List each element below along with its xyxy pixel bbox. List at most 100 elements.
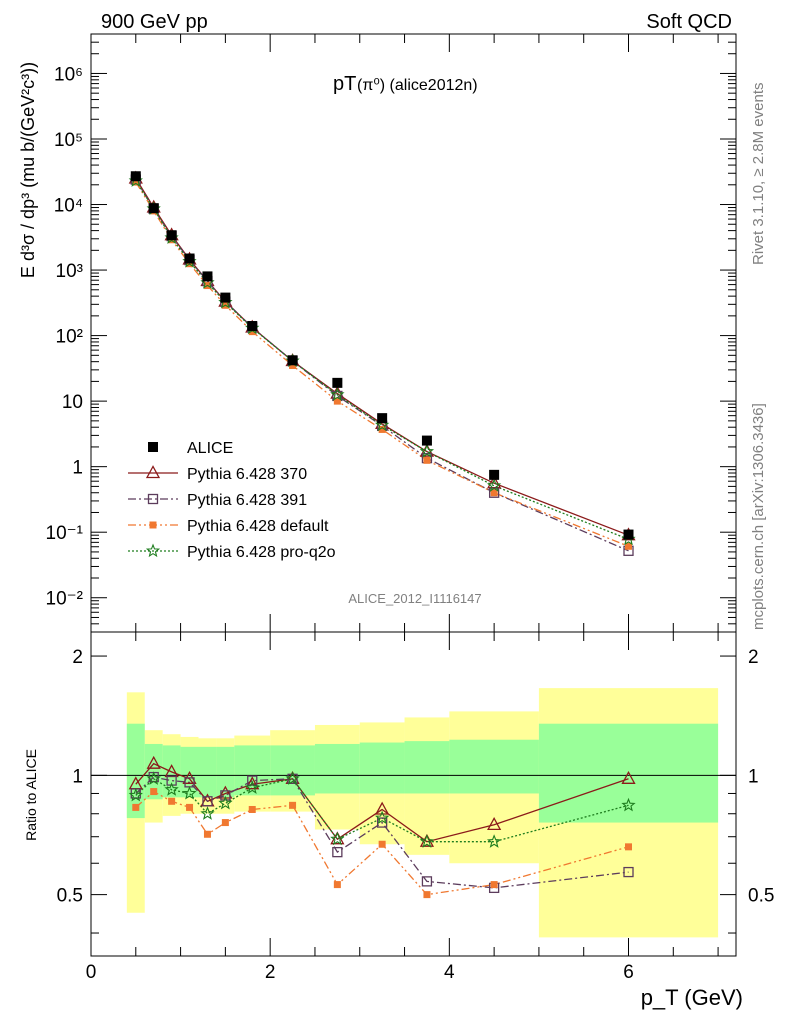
main-ytick-label: 10⁵: [54, 130, 83, 151]
ratio-point-proq2o: [182, 786, 197, 800]
ratio-ytick-label-right: 2: [748, 647, 759, 668]
ratio-point-proq2o: [419, 834, 435, 848]
x-axis-label: p_T (GeV): [641, 985, 743, 1010]
header-right: Soft QCD: [646, 11, 732, 33]
band-inner: [234, 745, 271, 796]
ratio-line-proq2o: [135, 777, 629, 843]
ratio-point-default: [150, 788, 158, 796]
ratio-point-p391: [332, 846, 343, 858]
ratio-point-proq2o: [486, 834, 502, 848]
ratio-ytick-label-right: 1: [748, 766, 759, 787]
main-ylabel: E d³σ / dp³ (mu b/(GeV²c³)): [18, 62, 38, 278]
ratio-point-p370: [146, 755, 161, 769]
point-data: [247, 321, 258, 332]
legend: ALICE Pythia 6.428 370 Pythia 6.428 391 Pyt…: [128, 440, 336, 561]
ratio-point-proq2o: [128, 787, 143, 802]
xtick-label: 6: [623, 962, 634, 983]
point-proq2o: [419, 444, 435, 458]
ratio-point-default: [378, 840, 386, 848]
point-proq2o: [330, 387, 345, 401]
ratio-point-default: [221, 819, 229, 827]
legend-marker-default: [149, 521, 157, 529]
ratio-point-p391: [220, 790, 231, 801]
ratio-ytick-label-left: 0.5: [57, 886, 83, 907]
ratio-point-p370: [487, 816, 502, 830]
mcplots-label: mcplots.cern.ch [arXiv:1306.3436]: [750, 403, 767, 630]
ratio-point-default: [168, 797, 176, 805]
ratio-point-default: [333, 881, 341, 889]
ratio-ytick-label-left: 1: [72, 766, 83, 787]
main-ytick-label: 1: [72, 458, 83, 479]
point-default: [378, 425, 386, 433]
ratio-point-default: [625, 843, 632, 851]
ratio-point-default: [132, 803, 140, 811]
main-ytick-label: 10⁻¹: [46, 523, 84, 544]
ratio-ylabel: Ratio to ALICE: [23, 749, 39, 841]
main-ytick-label: 10: [62, 392, 83, 413]
legend-marker-p370: [145, 465, 161, 479]
point-default: [625, 542, 632, 550]
ratio-line-p391: [135, 776, 629, 889]
ratio-point-p391: [376, 817, 388, 828]
band-inner: [404, 741, 450, 794]
xtick-label: 0: [86, 962, 97, 983]
band-inner: [270, 745, 315, 796]
ratio-point-proq2o: [200, 806, 215, 820]
point-data: [287, 355, 298, 366]
ratio-point-default: [423, 891, 431, 899]
band-inner: [359, 742, 405, 794]
main-plot: [128, 170, 636, 556]
ratio-point-default: [186, 803, 194, 811]
point-data: [184, 253, 195, 264]
ratio-frame: [90, 631, 737, 957]
point-default: [132, 178, 140, 186]
point-proq2o: [374, 417, 390, 432]
ratio-point-p370: [419, 833, 435, 847]
point-data: [623, 529, 634, 540]
point-default: [289, 361, 297, 369]
legend-marker-proq2o: [145, 543, 161, 558]
point-default: [490, 489, 498, 497]
legend-label-data: ALICE: [187, 440, 233, 457]
point-data: [377, 413, 388, 424]
legend-label-p391: Pythia 6.428 391: [187, 492, 307, 509]
ratio-point-proq2o: [621, 797, 636, 812]
point-default: [423, 456, 431, 464]
point-data: [202, 271, 213, 282]
xtick-label: 4: [444, 962, 455, 983]
main-ytick-label: 10⁻²: [46, 589, 84, 610]
legend-marker-data: [148, 442, 158, 452]
ratio-point-default: [203, 830, 211, 838]
series-line-proq2o: [135, 180, 629, 540]
ratio-plot: [91, 755, 736, 899]
legend-marker-p391: [147, 493, 159, 505]
main-ytick-label: 10³: [56, 261, 83, 282]
header-left: 900 GeV pp: [101, 11, 208, 33]
band-inner: [216, 746, 235, 798]
point-data: [220, 292, 231, 303]
ratio-point-p391: [247, 775, 258, 786]
ratio-point-default: [248, 805, 256, 813]
point-data: [166, 230, 177, 241]
ratio-point-proq2o: [146, 771, 161, 785]
point-data: [130, 171, 141, 182]
ratio-point-default: [289, 801, 297, 809]
watermark: ALICE_2012_I1116147: [348, 591, 481, 606]
legend-label-proq2o: Pythia 6.428 pro-q2o: [187, 544, 336, 561]
ratio-point-proq2o: [245, 780, 260, 794]
band-inner: [314, 743, 360, 794]
point-default: [248, 328, 256, 336]
band-inner: [198, 746, 217, 798]
ratio-point-p391: [623, 866, 634, 878]
ratio-point-proq2o: [218, 795, 233, 810]
ratio-bands: [126, 688, 719, 938]
ratio-point-p370: [245, 776, 260, 790]
point-data: [421, 435, 432, 446]
ratio-point-p391: [421, 876, 433, 887]
legend-label-default: Pythia 6.428 default: [187, 518, 329, 535]
point-data: [148, 203, 159, 214]
legend-label-p370: Pythia 6.428 370: [187, 466, 307, 483]
main-ytick-label: 10⁶: [54, 64, 83, 85]
plot-title-main: pT: [333, 73, 356, 95]
